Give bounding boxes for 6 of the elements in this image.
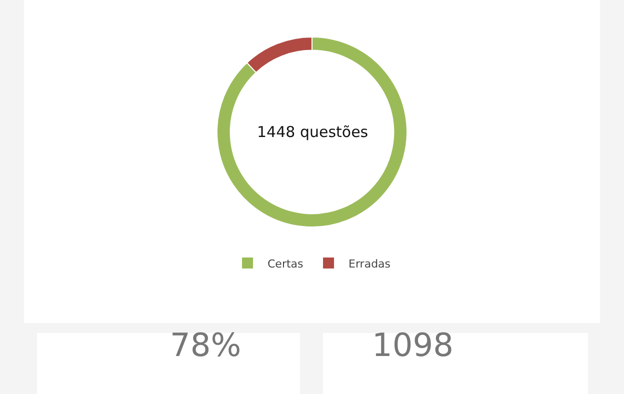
text: 1448 questões — [257, 123, 368, 141]
text: 78% — [170, 326, 242, 364]
legend-label: Certas — [268, 257, 304, 270]
legend-label: Erradas — [348, 257, 391, 270]
donut-slice — [216, 36, 408, 228]
text: 1098 — [372, 326, 454, 364]
